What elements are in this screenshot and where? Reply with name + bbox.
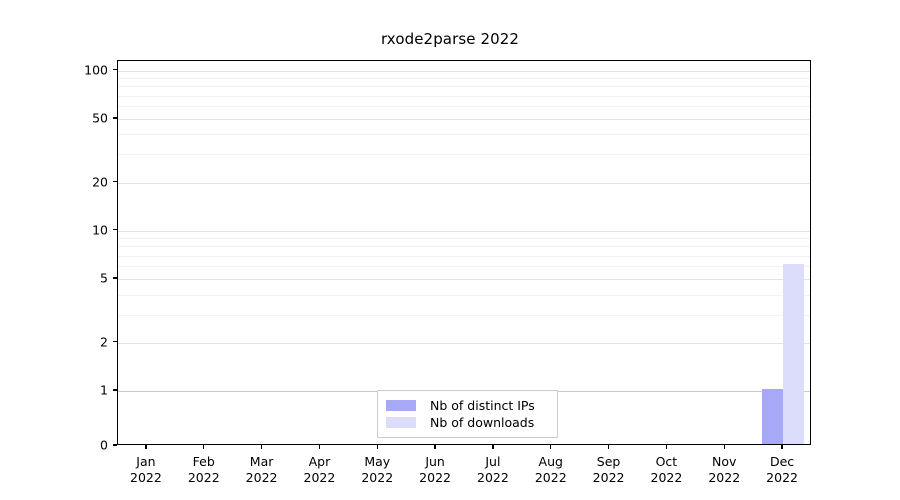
bar [783,264,804,444]
bar [762,388,784,444]
y-axis-tick-label: 1 [100,382,108,398]
x-axis-tick-mark [607,445,610,449]
x-axis-tick-month: Apr [308,454,331,469]
x-axis-tick-year: 2022 [766,470,798,485]
x-axis-tick-year: 2022 [361,470,394,485]
page-title: rxode2parse 2022 [380,30,520,48]
gridline-minor [118,78,810,80]
x-axis-tick-label: Dec 2022 [766,454,798,486]
y-axis-tick-mark [113,229,117,231]
y-axis-tick-label: 50 [92,110,108,126]
x-axis-tick-mark [376,445,378,449]
x-axis-tick-month: Feb [192,454,215,469]
x-axis-tick-month: Aug [538,454,563,469]
gridline-minor [118,246,810,248]
x-axis-tick-month: Jul [485,454,501,469]
gridline-major [118,118,810,120]
gridline-minor [118,86,810,88]
legend-label: Nb of distinct IPs [430,398,535,413]
legend-item: Nb of distinct IPs [386,397,548,414]
legend-swatch [386,400,416,411]
x-axis-tick-year: 2022 [187,470,220,485]
x-axis-tick-month: Mar [249,454,274,469]
x-axis-tick-year: 2022 [303,470,336,485]
x-axis-tick-mark [203,445,205,449]
x-axis-tick-month: May [364,454,391,469]
x-axis-tick-month: Nov [712,454,737,469]
x-axis-tick-mark [492,445,494,449]
y-axis-tick-mark [113,69,117,71]
x-axis-tick-year: 2022 [130,470,162,485]
plot-area [117,60,811,445]
x-axis-tick-label: Sep 2022 [593,454,625,486]
x-axis-tick-year: 2022 [419,470,451,485]
x-axis-tick-year: 2022 [534,470,567,485]
x-axis-tick-year: 2022 [708,470,741,485]
x-axis-tick-month: Dec [769,454,795,469]
y-axis-tick-label: 20 [92,174,108,190]
x-axis-tick-month: Sep [596,454,621,469]
gridline-minor [118,134,810,136]
gridline-minor [118,238,810,240]
gridline-major [118,230,810,232]
gridline-minor [118,255,810,257]
y-axis-tick-mark [113,444,117,446]
y-axis-tick-mark [113,117,117,119]
legend: Nb of distinct IPs Nb of downloads [377,390,558,438]
gridline-minor [118,314,810,316]
y-axis-tick-mark [113,277,117,279]
x-axis-tick-year: 2022 [477,470,509,485]
x-axis-tick-mark [260,445,263,449]
x-axis-tick-mark [550,445,552,449]
x-axis-tick-label: Jun 2022 [419,454,451,486]
gridline-minor [118,95,810,97]
x-axis-tick-label: Apr 2022 [304,454,336,486]
gridline-minor [118,294,810,296]
x-axis-tick-label: Oct 2022 [651,454,683,486]
x-axis-tick-mark [434,445,436,449]
x-axis-tick-label: Aug 2022 [535,454,567,486]
gridline-minor [118,154,810,156]
gridline-major [118,70,810,72]
x-axis-tick-year: 2022 [592,470,625,485]
legend-item: Nb of downloads [386,414,548,431]
gridline-major [118,182,810,184]
x-axis-tick-month: Jan [136,454,156,469]
gridline-major [118,279,810,281]
y-axis-tick-label: 10 [92,222,108,238]
legend-swatch [386,417,416,428]
y-axis-tick-mark [113,180,117,183]
y-axis-tick-mark [113,389,117,391]
x-axis-tick-mark [781,445,783,449]
y-axis-tick-label: 100 [84,62,108,78]
x-axis-tick-label: Nov 2022 [708,454,740,486]
legend-label: Nb of downloads [430,415,535,430]
y-axis-tick-label: 5 [100,270,108,286]
x-axis-tick-mark [665,445,668,449]
y-axis-tick-label: 2 [100,334,108,350]
x-axis-tick-label: Mar 2022 [246,454,278,486]
y-axis-tick-label: 0 [100,437,108,453]
gridline-major [118,342,810,344]
x-axis-tick-label: Jul 2022 [477,454,509,486]
x-axis-tick-mark [145,445,147,449]
gridline-minor [118,266,810,268]
gridline-minor [118,106,810,108]
x-axis-tick-month: Jun [425,454,445,469]
x-axis-tick-label: Jan 2022 [130,454,162,486]
x-axis-tick-label: Feb 2022 [188,454,220,486]
x-axis-tick-year: 2022 [245,470,278,485]
y-axis-tick-mark [113,341,117,343]
x-axis-tick-year: 2022 [650,470,683,485]
x-axis-tick-mark [318,445,321,449]
x-axis-tick-label: May 2022 [361,454,393,486]
x-axis-tick-month: Oct [655,454,678,469]
x-axis-tick-mark [723,445,725,449]
